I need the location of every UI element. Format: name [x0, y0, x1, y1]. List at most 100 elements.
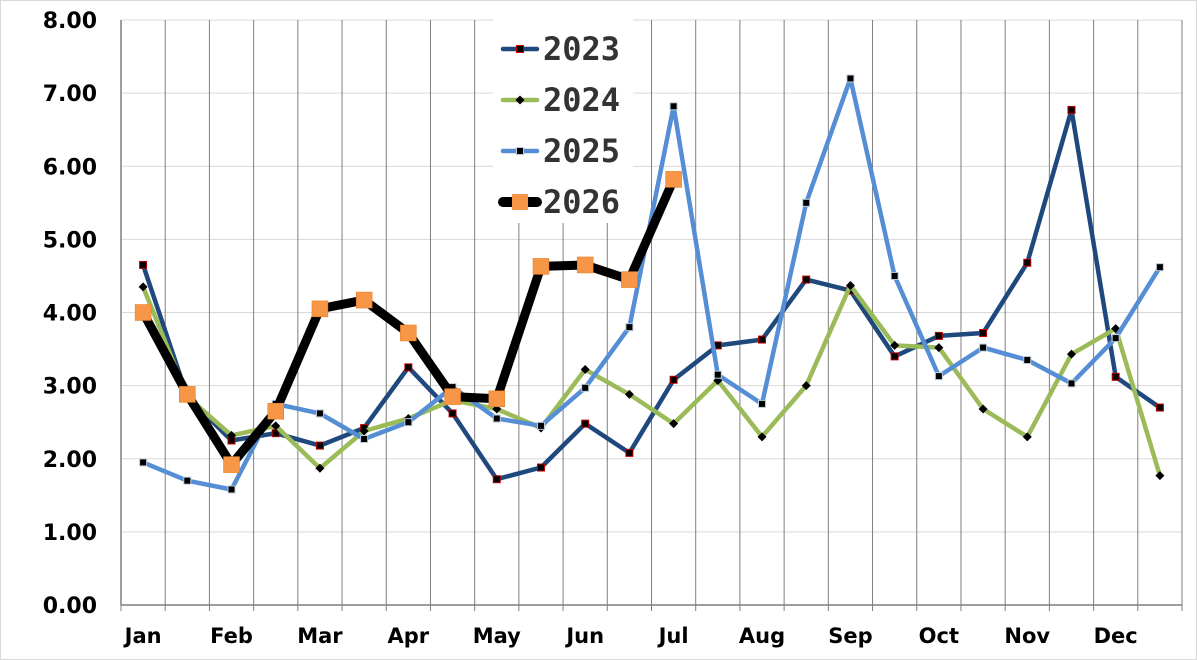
series-line-2025 — [140, 76, 1163, 492]
data-point-2025 — [713, 370, 722, 379]
data-point-2023 — [492, 475, 501, 484]
data-point-2026 — [576, 256, 594, 274]
data-point-2023 — [625, 448, 634, 457]
data-point-2025 — [536, 421, 545, 430]
data-point-2024 — [845, 280, 855, 290]
legend-marker-2026 — [512, 194, 528, 210]
legend-label-2025: 2025 — [543, 132, 620, 170]
data-point-2025 — [846, 74, 855, 83]
data-point-2024 — [801, 381, 811, 391]
series-line-2023 — [140, 107, 1163, 482]
data-point-2025 — [139, 458, 148, 467]
data-point-2026 — [355, 291, 373, 309]
legend-marker-2025 — [516, 147, 524, 155]
data-point-2024 — [1155, 471, 1165, 481]
x-tick-label: Jun — [564, 624, 604, 648]
data-point-2025 — [581, 383, 590, 392]
data-point-2023 — [890, 352, 899, 361]
data-point-2025 — [1023, 356, 1032, 365]
data-point-2023 — [934, 331, 943, 340]
data-point-2024 — [934, 343, 944, 353]
data-point-2023 — [669, 375, 678, 384]
data-point-2024 — [1066, 349, 1076, 359]
x-tick-label: Jul — [657, 624, 689, 648]
legend-marker-2024 — [515, 95, 525, 105]
data-point-2026 — [621, 271, 638, 288]
y-tick-label: 4.00 — [43, 302, 97, 327]
data-point-2026 — [311, 300, 329, 318]
data-point-2024 — [669, 419, 679, 429]
x-tick-label: Oct — [919, 624, 959, 648]
data-point-2026 — [400, 324, 417, 342]
data-point-2025 — [890, 271, 899, 280]
series-lines — [134, 74, 1165, 494]
data-point-2025 — [758, 399, 767, 408]
data-point-2024 — [138, 282, 148, 292]
data-point-2025 — [979, 343, 988, 352]
data-point-2023 — [1023, 258, 1032, 267]
data-point-2026 — [134, 304, 152, 321]
data-point-2026 — [179, 386, 196, 403]
data-point-2025 — [183, 476, 192, 485]
data-point-2025 — [934, 372, 943, 381]
x-tick-label: Apr — [388, 624, 430, 648]
data-point-2023 — [536, 463, 545, 472]
data-point-2023 — [448, 409, 457, 418]
data-point-2026 — [444, 388, 461, 405]
data-point-2023 — [315, 441, 324, 450]
data-point-2024 — [890, 340, 900, 350]
data-point-2025 — [802, 198, 811, 207]
data-point-2024 — [978, 404, 988, 414]
y-tick-label: 3.00 — [43, 375, 97, 400]
grid — [121, 19, 1183, 605]
legend-label-2023: 2023 — [543, 30, 620, 68]
x-tick-label: Nov — [1004, 624, 1050, 648]
x-tick-label: Feb — [210, 624, 253, 648]
y-tick-label: 2.00 — [43, 448, 97, 473]
data-point-2024 — [624, 389, 634, 399]
y-tick-label: 0.00 — [43, 594, 97, 619]
data-point-2025 — [1067, 379, 1076, 388]
data-point-2025 — [1155, 263, 1164, 272]
data-point-2023 — [581, 419, 590, 428]
data-point-2023 — [404, 363, 413, 372]
data-point-2026 — [267, 402, 284, 420]
legend-marker-2023 — [516, 45, 524, 53]
data-point-2025 — [1111, 334, 1120, 343]
data-point-2024 — [757, 432, 767, 442]
x-tick-label: May — [473, 624, 521, 648]
legend-label-2026: 2026 — [543, 183, 620, 221]
data-point-2025 — [625, 323, 634, 332]
x-tick-label: Dec — [1094, 624, 1138, 648]
data-point-2023 — [979, 328, 988, 337]
legend: 2023 2024 2025 2026 — [493, 15, 633, 223]
series-line-2024 — [140, 283, 1163, 478]
x-tick-label: Sep — [828, 624, 872, 648]
data-point-2024 — [227, 430, 237, 440]
data-point-2023 — [139, 260, 148, 269]
data-point-2026 — [223, 456, 240, 473]
data-point-2023 — [1067, 105, 1076, 114]
axes: 0.00 1.00 2.00 3.00 4.00 5.00 6.00 7.00 8.00 Jan F… — [43, 9, 1183, 648]
y-tick-label: 6.00 — [43, 155, 97, 180]
data-point-2026 — [488, 390, 506, 408]
data-point-2024 — [359, 426, 369, 436]
data-point-2024 — [315, 463, 325, 473]
x-tick-label: Aug — [739, 624, 785, 648]
data-point-2025 — [315, 409, 324, 418]
data-point-2023 — [758, 335, 767, 344]
data-point-2023 — [1111, 372, 1120, 381]
data-point-2023 — [1155, 403, 1164, 412]
y-tick-label: 5.00 — [43, 228, 97, 253]
x-tick-label: Mar — [297, 624, 343, 648]
data-point-2025 — [227, 485, 236, 494]
data-point-2024 — [271, 421, 281, 431]
data-point-2024 — [580, 365, 590, 375]
y-tick-label: 7.00 — [43, 82, 97, 107]
data-point-2026 — [532, 258, 550, 275]
data-point-2024 — [1022, 432, 1032, 442]
data-point-2025 — [404, 418, 413, 427]
y-tick-label: 8.00 — [43, 9, 97, 34]
